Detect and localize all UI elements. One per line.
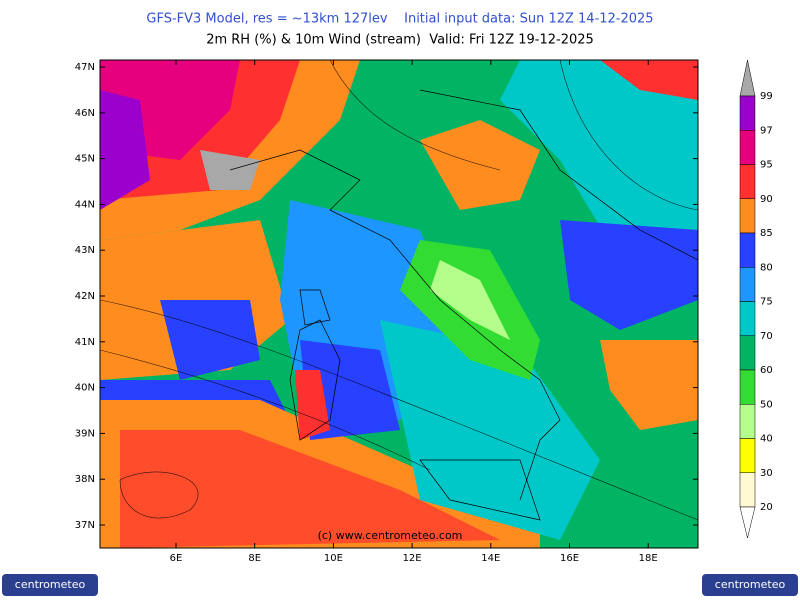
lat-label: 43N [75,245,95,256]
legend-label: 30 [760,468,773,479]
legend-label: 50 [760,399,773,410]
lat-label: 39N [75,428,95,439]
watermark: (c) www.centrometeo.com [318,529,463,542]
legend-label: 80 [760,262,773,273]
logo-text: centrometeo [15,578,86,591]
logo-left: centrometeo [2,574,98,596]
legend-band [739,267,756,302]
legend-label: 70 [760,331,773,342]
legend-label: 90 [760,194,773,205]
legend-label: 85 [760,228,773,239]
lon-label: 6E [170,553,183,564]
lon-label: 8E [248,553,261,564]
legend-band [739,438,756,473]
legend-label: 97 [760,125,773,136]
legend-band [739,164,756,199]
title: GFS-FV3 Model, res = ~13km 127lev Initia… [146,12,653,27]
map-field [100,60,698,548]
legend-label: 20 [760,502,773,513]
legend-label: 75 [760,297,773,308]
lon-label: 14E [481,553,500,564]
legend-label: 40 [760,434,773,445]
legend-band [739,369,756,405]
legend-bottom [739,506,756,539]
lon-label: 12E [403,553,422,564]
lon-label: 10E [324,553,343,564]
legend-band [739,404,756,439]
lon-label: 16E [560,553,579,564]
lat-label: 38N [75,474,95,485]
legend-band [739,335,756,371]
subtitle: 2m RH (%) & 10m Wind (stream) Valid: Fri… [206,33,594,48]
legend-top [739,59,756,97]
lat-label: 37N [75,520,95,531]
legend-band [739,301,756,336]
lat-label: 46N [75,108,95,119]
logo-right: centrometeo [702,574,798,596]
logo-text: centrometeo [715,578,786,591]
lat-label: 42N [75,291,95,302]
legend-band [739,130,756,165]
lon-label: 18E [639,553,658,564]
legend-label: 60 [760,365,773,376]
legend-label: 99 [760,91,773,102]
legend-band [739,198,756,234]
lat-label: 41N [75,337,95,348]
lat-label: 45N [75,154,95,165]
legend-band [739,232,756,268]
legend-label: 95 [760,160,773,171]
lat-label: 44N [75,199,95,210]
lat-label: 47N [75,62,95,73]
map-frame [99,59,699,549]
legend-band [739,472,756,508]
legend-band [739,95,756,131]
lat-label: 40N [75,383,95,394]
